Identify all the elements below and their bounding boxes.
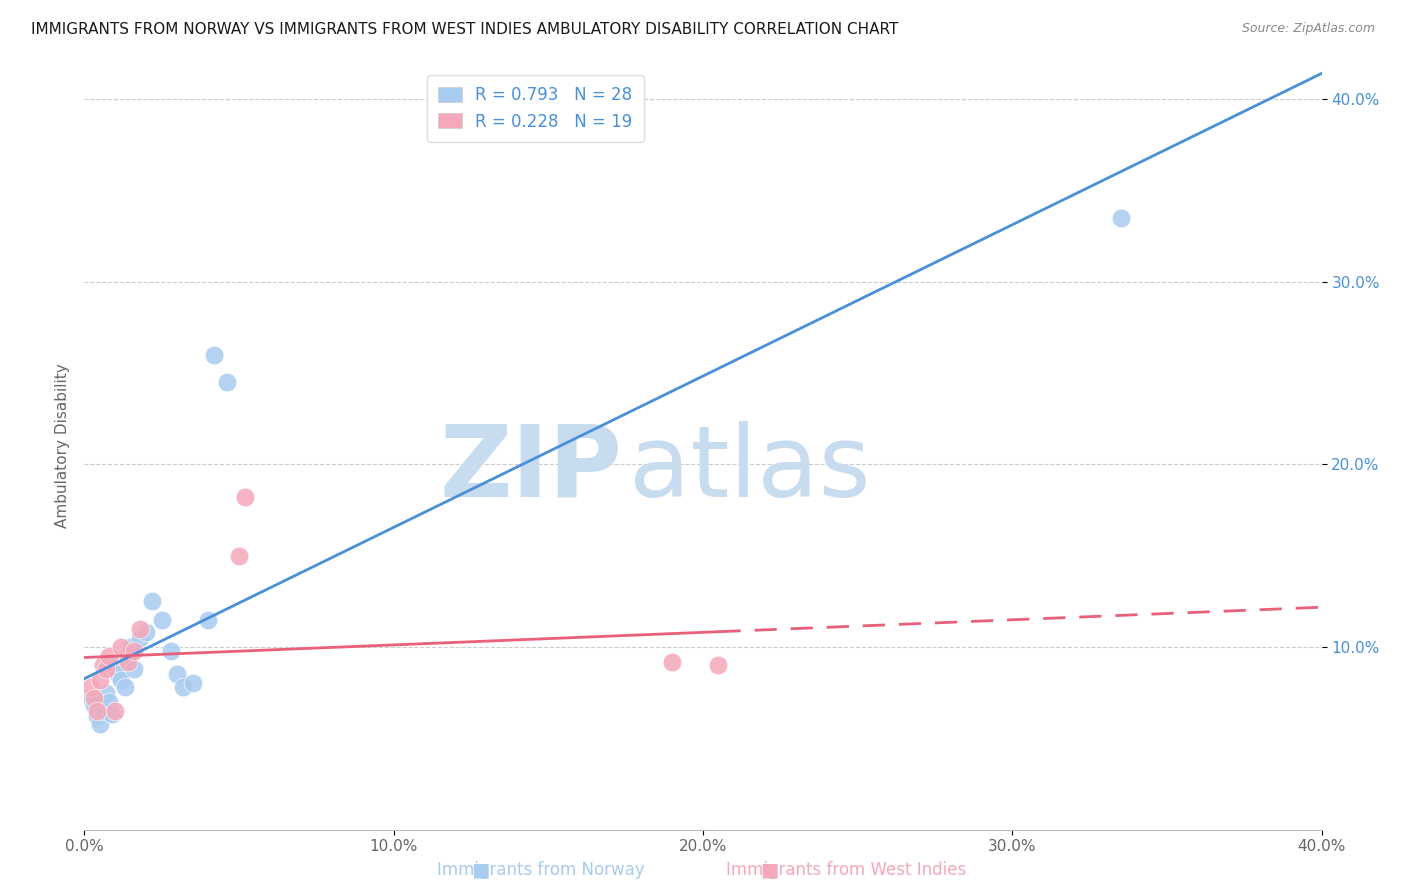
Point: [98, 648, 121, 663]
Point: [83, 691, 105, 706]
Point: [228, 549, 250, 563]
Point: [86, 704, 108, 718]
Point: [150, 613, 173, 627]
Y-axis label: Ambulatory Disability: Ambulatory Disability: [55, 364, 70, 528]
Text: atlas: atlas: [628, 420, 870, 517]
Point: [79, 691, 101, 706]
Legend: R = 0.793   N = 28, R = 0.228   N = 19: R = 0.793 N = 28, R = 0.228 N = 19: [427, 75, 644, 143]
Point: [79, 680, 101, 694]
Text: ■: ■: [759, 860, 779, 880]
Point: [160, 643, 183, 657]
Text: ZIP: ZIP: [440, 420, 623, 517]
Text: Source: ZipAtlas.com: Source: ZipAtlas.com: [1241, 22, 1375, 36]
Point: [181, 676, 204, 690]
Point: [122, 643, 145, 657]
Point: [707, 658, 730, 673]
Point: [104, 658, 127, 673]
Point: [172, 680, 194, 694]
Text: Immigrants from Norway: Immigrants from Norway: [437, 861, 645, 879]
Point: [129, 622, 152, 636]
Text: IMMIGRANTS FROM NORWAY VS IMMIGRANTS FROM WEST INDIES AMBULATORY DISABILITY CORR: IMMIGRANTS FROM NORWAY VS IMMIGRANTS FRO…: [31, 22, 898, 37]
Point: [98, 695, 121, 709]
Point: [129, 631, 152, 645]
Point: [141, 594, 163, 608]
Point: [215, 375, 238, 389]
Point: [166, 667, 188, 681]
Text: Immigrants from West Indies: Immigrants from West Indies: [727, 861, 966, 879]
Point: [197, 613, 219, 627]
Point: [114, 680, 136, 694]
Point: [120, 640, 142, 654]
Point: [101, 707, 124, 722]
Point: [94, 685, 117, 699]
Point: [1109, 211, 1132, 225]
Point: [91, 658, 114, 673]
Point: [89, 673, 111, 687]
Point: [233, 490, 256, 504]
Point: [94, 662, 117, 676]
Point: [661, 655, 683, 669]
Point: [202, 348, 225, 362]
Point: [89, 716, 111, 731]
Point: [104, 704, 127, 718]
Point: [135, 625, 157, 640]
Point: [117, 655, 139, 669]
Point: [122, 662, 145, 676]
Point: [83, 698, 105, 713]
Point: [107, 667, 129, 681]
Point: [117, 648, 139, 663]
Point: [91, 704, 114, 718]
Text: ■: ■: [471, 860, 491, 880]
Point: [86, 709, 108, 723]
Point: [110, 673, 132, 687]
Point: [110, 640, 132, 654]
